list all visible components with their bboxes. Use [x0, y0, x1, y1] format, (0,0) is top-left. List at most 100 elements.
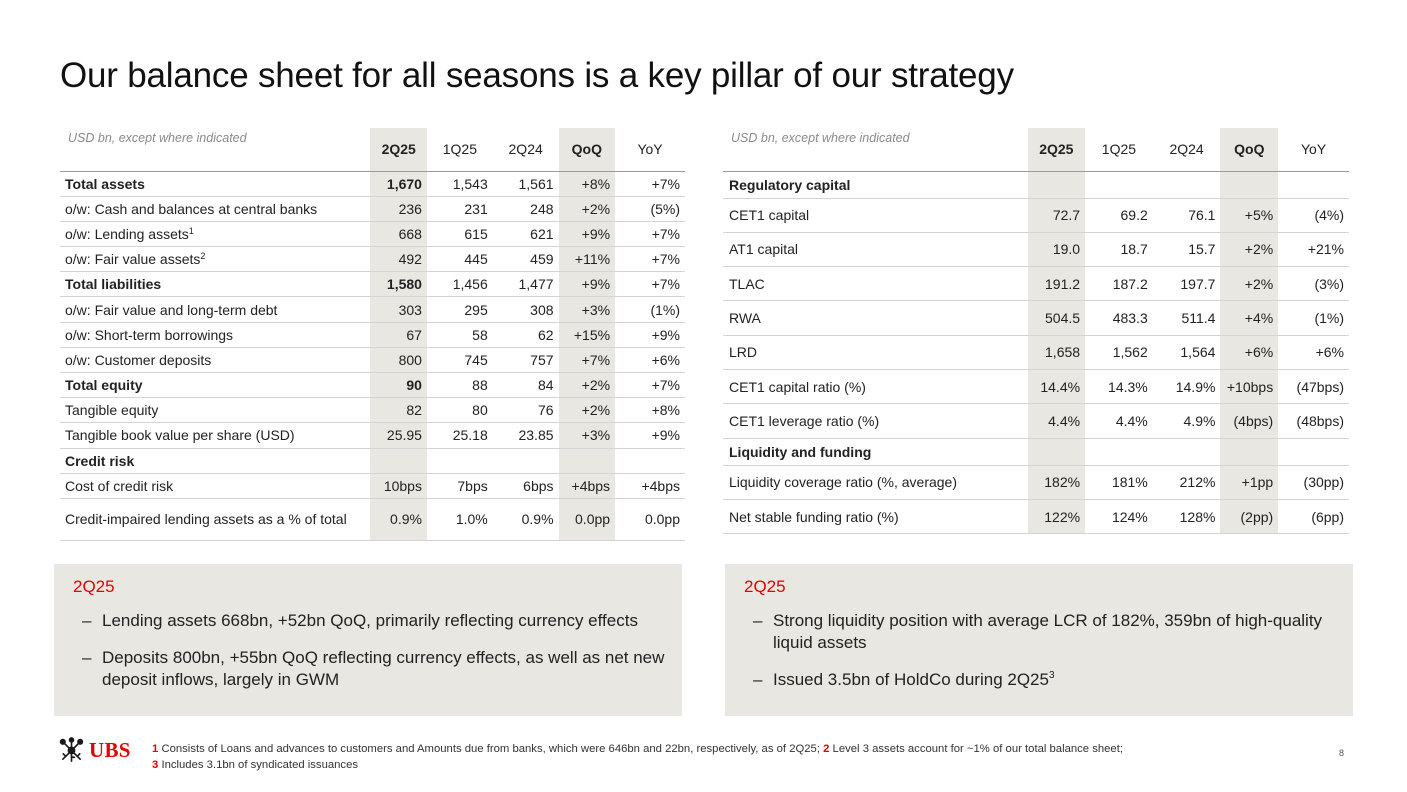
row-label-text: o/w: Cash and balances at central banks: [65, 200, 318, 217]
table-cell: 72.7: [1027, 198, 1086, 233]
table-cell: +6%: [615, 347, 685, 374]
column-header: 2Q24: [492, 128, 559, 172]
table-cell: (6pp): [1278, 499, 1349, 535]
row-label: Credit-impaired lending assets as a % of…: [60, 498, 371, 541]
table-cell: +2%: [1220, 266, 1279, 302]
table-cell: +1pp: [1220, 465, 1279, 500]
column-header: 1Q25: [1085, 128, 1153, 172]
row-label-text: o/w: Customer deposits: [65, 351, 212, 368]
row-label-text: RWA: [729, 310, 761, 327]
row-label-text: Liquidity and funding: [729, 443, 872, 460]
table-row: LRD 1,658 1,562 1,564 +6% +6%: [723, 335, 1349, 370]
table-cell: 236: [370, 196, 427, 222]
row-label-text: o/w: Short-term borrowings: [65, 326, 234, 343]
table-cell: 745: [426, 347, 493, 374]
bullet-text: Strong liquidity position with average L…: [773, 611, 1323, 652]
row-label-text: Tangible book value per share (USD): [65, 427, 295, 444]
table-cell: 0.9%: [492, 498, 559, 541]
table-cell: 181%: [1085, 465, 1153, 500]
table-header-row: USD bn, except where indicated 2Q25 1Q25 2Q…: [723, 128, 1349, 172]
table-cell: (1%): [1278, 300, 1349, 336]
row-label-text: o/w: Fair value assets: [65, 251, 201, 268]
table-cell: 6bps: [492, 473, 559, 499]
table-cell: [1027, 171, 1086, 199]
row-label: o/w: Lending assets1: [60, 221, 371, 248]
column-header: 2Q24: [1152, 128, 1221, 172]
row-label-text: Regulatory capital: [729, 176, 851, 193]
balance-sheet-table: USD bn, except where indicated 2Q25 1Q25 2Q…: [60, 128, 685, 541]
table-cell: 0.0pp: [615, 498, 685, 541]
table-cell: 0.0pp: [558, 498, 616, 541]
table-cell: (5%): [615, 196, 685, 222]
table-cell: 122%: [1027, 499, 1086, 535]
table-row: o/w: Lending assets1 668 615 621 +9% +7%: [60, 221, 685, 248]
footnote-line: 3 Includes 3.1bn of syndicated issuances: [152, 758, 1123, 774]
table-row: Liquidity and funding: [723, 438, 1349, 466]
table-cell: [492, 448, 559, 474]
table-cell: (4bps): [1220, 403, 1279, 439]
commentary-panel-left: 2Q25 – Lending assets 668bn, +52bn QoQ, p…: [54, 564, 682, 716]
table-cell: +2%: [558, 196, 616, 222]
footnote-line: 1 Consists of Loans and advances to cust…: [152, 742, 1123, 758]
unit-note: USD bn, except where indicated: [723, 128, 1028, 172]
table-cell: 182%: [1027, 465, 1086, 500]
logo-wordmark: UBS: [89, 737, 131, 762]
table-cell: [426, 448, 493, 474]
table-cell: +7%: [615, 246, 685, 273]
table-cell: 84: [492, 372, 559, 399]
table-cell: 459: [492, 246, 559, 273]
table-cell: 14.3%: [1085, 369, 1153, 405]
table-cell: +8%: [558, 171, 616, 197]
table-cell: +9%: [558, 221, 616, 248]
table-cell: 19.0: [1027, 232, 1086, 268]
bullet-item: – Issued 3.5bn of HoldCo during 2Q253: [753, 669, 1343, 691]
table-row: Liquidity coverage ratio (%, average) 182…: [723, 465, 1349, 500]
table-row: Credit-impaired lending assets as a % of…: [60, 498, 685, 541]
row-label: RWA: [723, 300, 1028, 336]
row-label-text: CET1 capital: [729, 207, 810, 224]
table-row: o/w: Fair value assets2 492 445 459 +11% +7%: [60, 246, 685, 273]
table-cell: 1,658: [1027, 335, 1086, 370]
table-cell: (1%): [615, 296, 685, 323]
row-label-text: Credit-impaired lending assets as a % of…: [65, 511, 347, 528]
table-cell: 58: [426, 322, 493, 348]
ubs-logo: UBS: [58, 736, 138, 764]
table-cell: +3%: [558, 422, 616, 449]
table-cell: [615, 448, 685, 474]
table-row: o/w: Short-term borrowings 67 58 62 +15% +9%: [60, 322, 685, 348]
table-cell: 25.95: [370, 422, 427, 449]
panel-heading: 2Q25: [73, 577, 115, 596]
table-row: Regulatory capital: [723, 171, 1349, 199]
table-cell: 308: [492, 296, 559, 323]
table-row: RWA 504.5 483.3 511.4 +4% (1%): [723, 300, 1349, 336]
table-cell: [1027, 438, 1086, 466]
table-cell: 1.0%: [426, 498, 493, 541]
row-label-text: Cost of credit risk: [65, 477, 174, 494]
footnote-ref: 3: [1048, 670, 1055, 681]
table-cell: +15%: [558, 322, 616, 348]
column-header: QoQ: [558, 128, 616, 172]
table-cell: +7%: [615, 171, 685, 197]
table-cell: 1,561: [492, 171, 559, 197]
dash-icon: –: [82, 611, 92, 630]
table-cell: 4.4%: [1085, 403, 1153, 439]
table-cell: [1152, 171, 1221, 199]
column-header: YoY: [615, 128, 685, 172]
table-row: CET1 capital 72.7 69.2 76.1 +5% (4%): [723, 198, 1349, 233]
row-label: Regulatory capital: [723, 171, 1028, 199]
table-cell: [558, 448, 616, 474]
table-cell: 1,564: [1152, 335, 1221, 370]
row-label: o/w: Fair value assets2: [60, 246, 371, 273]
row-label: Credit risk: [60, 448, 371, 474]
table-row: Total liabilities 1,580 1,456 1,477 +9% +7%: [60, 271, 685, 298]
table-cell: 67: [370, 322, 427, 348]
row-label: Total liabilities: [60, 271, 371, 298]
column-header: 1Q25: [426, 128, 493, 172]
table-cell: 14.4%: [1027, 369, 1086, 405]
page-number: 8: [1339, 748, 1345, 758]
table-row: Net stable funding ratio (%) 122% 124% 128%…: [723, 499, 1349, 535]
footnote-ref: 1: [188, 225, 194, 236]
row-label-text: Credit risk: [65, 452, 135, 469]
table-cell: 23.85: [492, 422, 559, 449]
bullet-item: – Lending assets 668bn, +52bn QoQ, primar…: [82, 610, 672, 632]
